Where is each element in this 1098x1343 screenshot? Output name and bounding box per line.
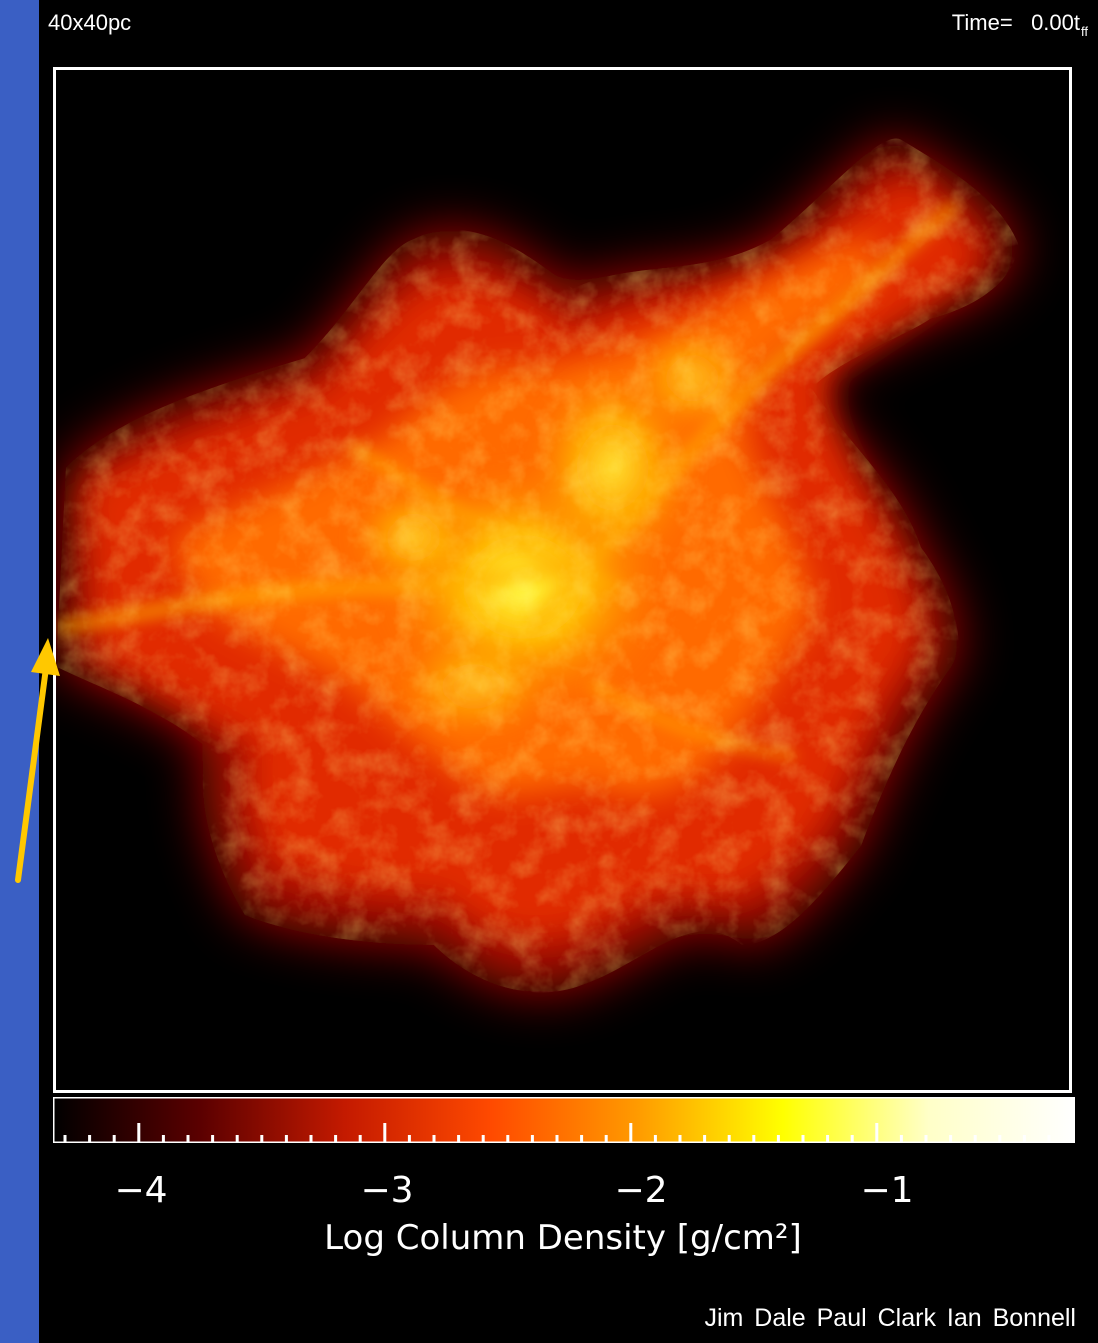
credits: Jim Dale Paul Clark Ian Bonnell [704, 1304, 1076, 1332]
time-value: 0.00t [1031, 10, 1080, 35]
scale-label: 40x40pc [48, 10, 132, 35]
gas-cloud-render [56, 70, 1069, 1090]
colorbar-tick-label: −1 [860, 1170, 914, 1211]
colorbar [53, 1097, 1075, 1143]
time-prefix: Time= [951, 10, 1013, 35]
colorbar-gradient [53, 1097, 1075, 1143]
colorbar-title: Log Column Density [g/cm²] [324, 1218, 802, 1258]
colorbar-tick-label: −2 [614, 1170, 668, 1211]
colorbar-tick-label: −4 [114, 1170, 168, 1211]
colorbar-tick-label: −3 [360, 1170, 414, 1211]
time-label: Time= 0.00tff [952, 10, 1088, 39]
time-unit-subscript: ff [1081, 24, 1088, 39]
simulation-image [53, 67, 1072, 1093]
